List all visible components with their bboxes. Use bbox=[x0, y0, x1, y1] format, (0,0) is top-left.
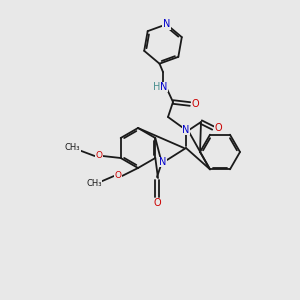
Text: N: N bbox=[182, 125, 190, 135]
Text: N: N bbox=[160, 82, 168, 92]
Text: CH₃: CH₃ bbox=[86, 179, 102, 188]
Text: O: O bbox=[214, 123, 222, 133]
Text: N: N bbox=[159, 157, 167, 167]
Text: H: H bbox=[153, 82, 161, 92]
Text: O: O bbox=[153, 198, 161, 208]
Text: N: N bbox=[163, 19, 170, 29]
Text: O: O bbox=[95, 152, 102, 160]
Text: CH₃: CH₃ bbox=[65, 143, 80, 152]
Text: O: O bbox=[115, 172, 122, 181]
Text: O: O bbox=[191, 99, 199, 109]
